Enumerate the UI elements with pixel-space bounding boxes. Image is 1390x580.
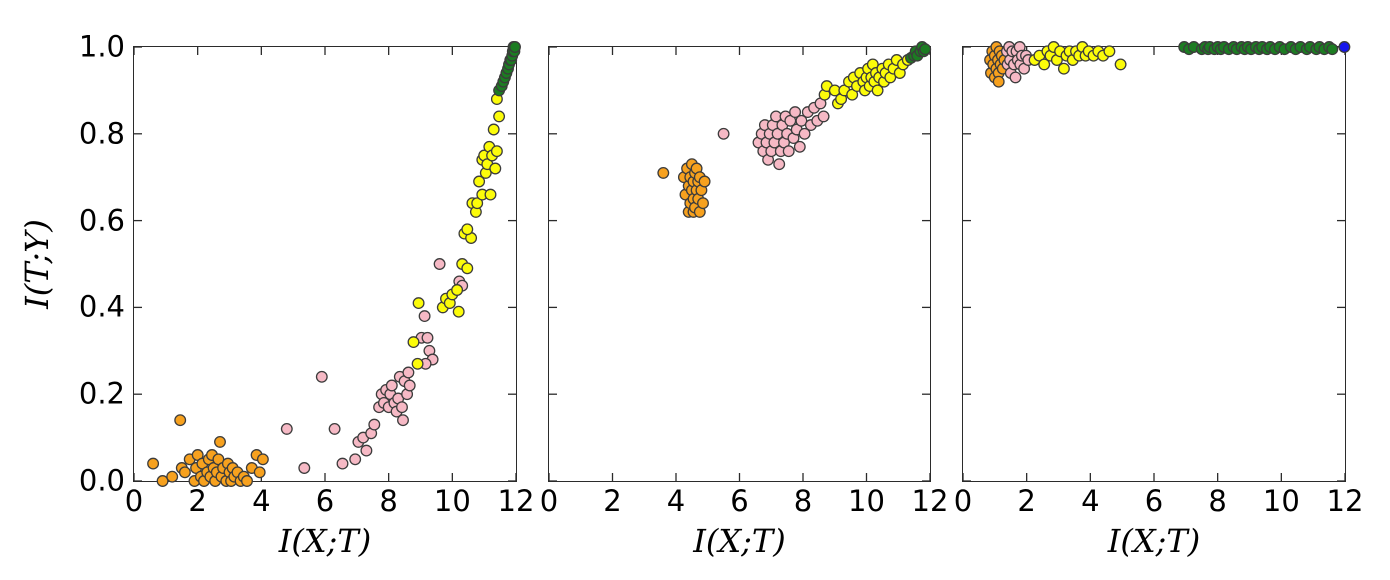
scatter-point-yellow bbox=[1114, 58, 1127, 71]
x-tick-label: 0 bbox=[953, 484, 973, 518]
scatter-point-pink bbox=[402, 366, 415, 379]
x-axis-label: I(X;T) bbox=[693, 522, 786, 560]
scatter-point-pink bbox=[368, 418, 381, 431]
x-tick-label: 12 bbox=[497, 484, 535, 518]
scatter-point-yellow bbox=[473, 175, 486, 188]
scatter-point-pink bbox=[396, 401, 408, 414]
plot-area bbox=[548, 41, 932, 482]
scatter-point-pink bbox=[817, 110, 830, 123]
scatter-point-pink bbox=[433, 258, 446, 270]
scatter-point-pink bbox=[789, 106, 802, 119]
scatter-point-pink bbox=[793, 140, 806, 153]
scatter-point-pink bbox=[773, 158, 786, 171]
y-axis-label: I(T;Y) bbox=[18, 219, 56, 309]
scatter-point-orange bbox=[992, 75, 1005, 88]
scatter-point-orange bbox=[214, 435, 226, 448]
scatter-point-pink bbox=[315, 370, 328, 383]
scatter-point-pink bbox=[1009, 71, 1022, 84]
scatter-point-orange bbox=[178, 466, 191, 479]
scatter-point-pink bbox=[418, 310, 431, 323]
scatter-point-orange bbox=[174, 414, 187, 427]
x-tick-label: 10 bbox=[1262, 484, 1300, 518]
scatter-point-green bbox=[919, 43, 932, 56]
scatter-point-yellow bbox=[461, 223, 474, 236]
scatter-point-pink bbox=[795, 114, 808, 127]
scatter-point-pink bbox=[336, 457, 349, 470]
scatter-point-pink bbox=[385, 379, 398, 392]
scatter-point-orange bbox=[241, 475, 253, 487]
scatter-point-yellow bbox=[461, 262, 474, 275]
scatter-point-yellow bbox=[1103, 45, 1116, 58]
x-tick-label: 10 bbox=[433, 484, 471, 518]
x-tick-label: 12 bbox=[1326, 484, 1364, 518]
y-tick-label: 0.2 bbox=[78, 376, 125, 411]
y-tick-label: 0.4 bbox=[78, 289, 125, 324]
scatter-point-yellow bbox=[490, 145, 503, 158]
x-tick-label: 8 bbox=[379, 484, 398, 518]
scatter-point-yellow bbox=[451, 284, 464, 296]
scatter-point-orange bbox=[657, 166, 670, 179]
scatter-point-green bbox=[509, 41, 521, 53]
x-axis-label: I(X;T) bbox=[278, 522, 372, 560]
x-tick-label: 0 bbox=[124, 484, 144, 518]
scatter-point-yellow bbox=[487, 123, 500, 136]
x-tick-label: 2 bbox=[603, 484, 622, 518]
x-tick-label: 2 bbox=[188, 484, 207, 518]
scatter-point-orange bbox=[698, 175, 711, 188]
plot-area bbox=[962, 41, 1351, 482]
scatter-point-yellow bbox=[1038, 58, 1051, 71]
x-tick-label: 2 bbox=[1017, 484, 1036, 518]
x-tick-label: 10 bbox=[848, 484, 885, 518]
x-tick-label: 0 bbox=[539, 484, 559, 518]
scatter-point-yellow bbox=[407, 336, 420, 349]
scatter-point-pink bbox=[328, 422, 341, 435]
x-tick-label: 4 bbox=[1081, 484, 1100, 518]
scatter-point-orange bbox=[166, 470, 179, 483]
x-tick-label: 4 bbox=[252, 484, 271, 518]
scatter-point-pink bbox=[782, 145, 795, 158]
scatter-panel-middle: 0 2 4 6 8 10 12 I(X;T) bbox=[540, 41, 948, 557]
scatter-point-pink bbox=[798, 127, 811, 140]
x-tick-label: 6 bbox=[315, 484, 335, 518]
y-tick-label: 0.8 bbox=[78, 116, 125, 151]
x-tick-label: 8 bbox=[1208, 484, 1227, 518]
y-tick-label: 0.6 bbox=[78, 203, 125, 238]
scatter-point-orange bbox=[697, 197, 709, 210]
scatter-point-pink bbox=[397, 414, 409, 427]
scatter-point-yellow bbox=[484, 188, 497, 201]
scatter-point-yellow bbox=[412, 297, 425, 310]
x-axis-label: I(X;T) bbox=[1107, 522, 1201, 560]
scatter-point-yellow bbox=[411, 357, 424, 370]
scatter-point-pink bbox=[298, 462, 311, 474]
scatter-point-pink bbox=[717, 127, 730, 140]
x-tick-label: 4 bbox=[666, 484, 686, 518]
scatter-point-yellow bbox=[1057, 62, 1070, 75]
scatter-point-pink bbox=[280, 422, 293, 435]
x-tick-label: 8 bbox=[793, 484, 813, 518]
scatter-point-pink bbox=[421, 331, 434, 344]
scatter-panel-right: 0 2 4 6 8 10 12 I(X;T) bbox=[954, 41, 1363, 557]
x-tick-label: 6 bbox=[1144, 484, 1164, 518]
scatter-point-yellow bbox=[871, 84, 884, 97]
plot-area bbox=[133, 41, 521, 487]
scatter-point-yellow bbox=[493, 110, 506, 123]
scatter-point-blue bbox=[1338, 41, 1351, 53]
scatter-point-pink bbox=[360, 444, 373, 457]
x-tick-label: 6 bbox=[730, 484, 749, 518]
scatter-point-pink bbox=[403, 379, 416, 392]
y-tick-label: 0.0 bbox=[78, 463, 125, 498]
scatter-panel-left: 0 2 4 6 8 10 12 0.0 0.2 0.4 0.6 0.8 1.0 I(X;T) I(T;Y) bbox=[18, 32, 534, 557]
scatter-point-yellow bbox=[489, 162, 502, 175]
y-tick-label: 1.0 bbox=[78, 29, 125, 64]
scatter-point-green bbox=[1326, 43, 1339, 56]
scatter-point-orange bbox=[156, 475, 169, 487]
scatter-point-yellow bbox=[452, 305, 465, 318]
scatter-point-orange bbox=[147, 457, 160, 470]
x-tick-label: 12 bbox=[911, 484, 949, 518]
scatter-point-orange bbox=[253, 466, 266, 479]
scatter-point-orange bbox=[256, 453, 269, 466]
scatter-point-yellow bbox=[471, 197, 484, 210]
scatter-point-pink bbox=[349, 453, 362, 466]
